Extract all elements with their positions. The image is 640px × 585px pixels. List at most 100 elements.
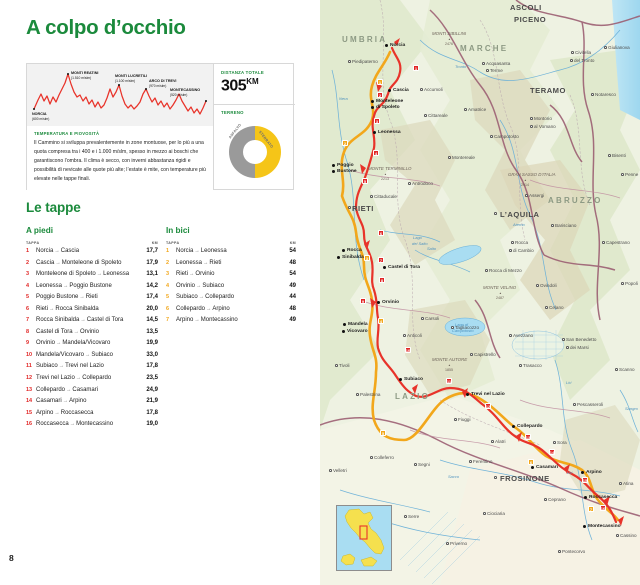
map-town-dot: [525, 194, 528, 197]
map-town-dot: [486, 69, 489, 72]
arrow-right-icon: →: [189, 271, 195, 278]
table-row: 16 Roccasecca→Montecassino 19,0: [26, 421, 158, 433]
map-town-dot: [519, 364, 522, 367]
map-stage-town-dot: [377, 301, 381, 305]
map-walking-stage-marker[interactable]: 14: [549, 449, 555, 455]
map-cycling-stage-marker[interactable]: 5: [380, 430, 386, 436]
stage-from: Casamari: [36, 398, 62, 405]
map-stage-town-dot: [371, 100, 375, 104]
map-cycling-stage-marker[interactable]: 3: [364, 255, 370, 261]
stage-to: Collepardo: [205, 294, 235, 301]
stage-to: Montecassino: [76, 421, 114, 428]
map-walking-stage-marker[interactable]: 3: [374, 118, 380, 124]
map-cycling-stage-marker[interactable]: 1: [377, 79, 383, 85]
stage-from: Subiaco: [176, 294, 198, 301]
total-distance-block: DISTANZA TOTALE 305KM: [214, 64, 295, 105]
stage-route: Rieti→Rocca Sinibalda: [36, 306, 136, 312]
arrow-right-icon: →: [198, 294, 205, 301]
map-walking-stage-marker[interactable]: 4: [373, 150, 379, 156]
map-walking-stage-marker[interactable]: 2: [377, 92, 383, 98]
stage-from: Subiaco: [36, 363, 58, 370]
table-row: 3 Monteleone di Spoleto→Leonessa 13,1: [26, 271, 158, 283]
map-walking-stage-marker[interactable]: 1: [413, 65, 419, 71]
map-town-dot: [403, 334, 406, 337]
column-header-tappa: TAPPA: [26, 241, 40, 245]
table-row: 6 Collepardo→Arpino 48: [166, 306, 296, 318]
stage-km: 14,5: [146, 317, 158, 324]
stage-from: Collepardo: [176, 305, 206, 312]
page-title: A colpo d’occhio: [26, 16, 186, 39]
stage-to: Orvinio: [79, 328, 99, 335]
stage-number: 6: [26, 305, 30, 312]
route-map[interactable]: UMBRIA MARCHE ABRUZZO LAZIO ASCOLI PICEN…: [320, 0, 640, 585]
stage-to: Leonessa: [200, 248, 227, 254]
stage-from: Roccasecca: [36, 421, 69, 428]
map-walking-stage-marker[interactable]: 16: [600, 505, 606, 511]
stage-to: Poggio Bustone: [69, 282, 112, 289]
stage-to: Mandela/Vicovaro: [62, 340, 111, 347]
table-row: 11 Subiaco→Trevi nel Lazio 17,8: [26, 363, 158, 375]
map-walking-stage-marker[interactable]: 9: [360, 298, 366, 304]
total-distance-value: 305KM: [221, 77, 295, 95]
map-walking-stage-marker[interactable]: 10: [405, 347, 411, 353]
stage-route: Trevi nel Lazio→Collepardo: [36, 375, 136, 381]
map-walking-stage-marker[interactable]: 13: [525, 434, 531, 440]
map-peak-icon: ▲: [384, 172, 387, 176]
map-walking-stage-marker[interactable]: 5: [362, 178, 368, 184]
stage-from: Leonessa: [176, 259, 203, 266]
map-walking-stage-marker[interactable]: 15: [582, 477, 588, 483]
map-town-dot: [570, 59, 573, 62]
stage-to: Roccasecca: [60, 409, 94, 416]
stage-km: 17,8: [146, 409, 158, 416]
table-row: 14 Casamari→Arpino 21,9: [26, 398, 158, 410]
map-stage-town-dot: [332, 164, 336, 168]
stage-km: 13,1: [146, 271, 158, 278]
map-walking-stage-marker[interactable]: 7: [378, 257, 384, 263]
map-cycling-stage-marker[interactable]: 7: [588, 506, 594, 512]
map-cycling-stage-marker[interactable]: 4: [378, 318, 384, 324]
stage-route: Orvinio→Mandela/Vicovaro: [36, 340, 136, 346]
map-town-dot: [490, 135, 493, 138]
map-town-dot: [424, 114, 427, 117]
map-walking-stage-marker[interactable]: 8: [379, 277, 385, 283]
stage-number: 5: [166, 294, 170, 301]
arrow-right-icon: →: [63, 282, 69, 289]
arrow-right-icon: →: [196, 282, 202, 289]
left-page: A colpo d’occhio NORCIA (600 m/slm) MONT…: [9, 16, 296, 563]
map-town-dot: [448, 156, 451, 159]
arrow-right-icon: →: [203, 259, 209, 266]
map-cycling-stage-marker[interactable]: 6: [528, 459, 534, 465]
stage-number: 14: [26, 398, 33, 405]
table-row: 1 Norcia→Leonessa 54: [166, 248, 296, 260]
map-walking-stage-marker[interactable]: 11: [446, 378, 452, 384]
table-row: 6 Rieti→Rocca Sinibalda 20,0: [26, 306, 158, 318]
map-town-dot: [511, 241, 514, 244]
map-stage-town-dot: [343, 323, 347, 327]
map-cycling-stage-marker[interactable]: 2: [342, 140, 348, 146]
route-overlay-svg: [340, 38, 624, 526]
stage-to: Cascia: [60, 248, 80, 254]
stage-to: Rieti: [209, 259, 222, 266]
stage-route: Arpino→Montecassino: [176, 317, 274, 323]
map-city-dot-frosinone: [494, 476, 497, 479]
total-distance-number: 305: [221, 77, 247, 95]
stage-number: 4: [26, 282, 30, 289]
profile-label-norcia: NORCIA (600 m/slm): [32, 112, 50, 121]
table-row: 7 Rocca Sinibalda→Castel di Tora 14,5: [26, 317, 158, 329]
map-walking-stage-marker[interactable]: 6: [378, 230, 384, 236]
stage-from: Trevi nel Lazio: [36, 375, 75, 382]
map-stage-town-dot: [581, 471, 585, 475]
stage-route: Collepardo→Casamari: [36, 387, 136, 393]
map-town-dot: [530, 125, 533, 128]
stage-to: Arpino: [69, 398, 87, 405]
map-walking-stage-marker[interactable]: 12: [485, 403, 491, 409]
stage-km: 48: [289, 305, 296, 312]
map-town-dot: [329, 469, 332, 472]
map-stage-town-dot: [332, 170, 336, 174]
map-stage-town-dot: [385, 44, 389, 48]
map-town-dot: [483, 512, 486, 515]
table-row: 4 Orvinio→Subiaco 49: [166, 283, 296, 295]
map-stage-town-dot: [342, 330, 346, 334]
stage-from: Orvinio: [176, 282, 196, 289]
stage-km: 44: [289, 294, 296, 301]
